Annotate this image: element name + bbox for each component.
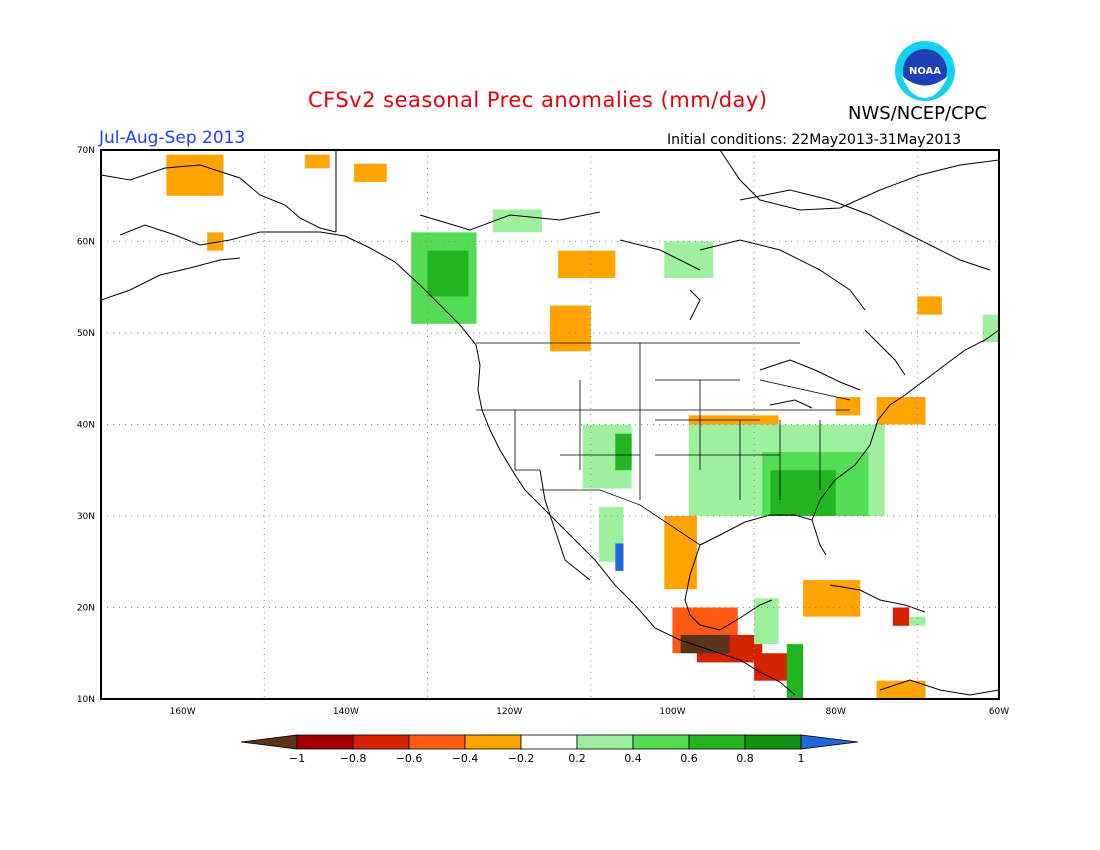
anomaly-region-3 <box>558 250 616 279</box>
colorbar: −1 −0.8 −0.6 −0.4 −0.2 0.2 0.4 0.6 0.8 1 <box>240 734 859 765</box>
anomaly-region-2 <box>354 163 387 183</box>
anomaly-region-17 <box>615 543 624 571</box>
colorbar-label: 0.4 <box>624 752 642 765</box>
anomaly-region-29 <box>876 397 926 425</box>
initial-conditions-label: Initial conditions: 22May2013-31May2013 <box>667 132 962 148</box>
lon-label: 160W <box>170 707 196 717</box>
anomaly-region-9 <box>427 250 469 297</box>
colorbar-swatch <box>296 734 354 750</box>
colorbar-lower-arrow <box>240 734 298 750</box>
anomaly-region-26 <box>892 607 910 626</box>
anomaly-region-7 <box>664 241 714 279</box>
lat-label: 30N <box>77 512 95 522</box>
anomaly-region-24 <box>754 598 779 645</box>
colorbar-upper-arrow <box>800 734 859 750</box>
colorbar-swatch <box>408 734 466 750</box>
logo-text: NOAA <box>909 66 941 77</box>
anomaly-region-32 <box>982 314 999 343</box>
lat-label: 20N <box>77 604 95 614</box>
noaa-logo: NOAA <box>895 41 955 101</box>
lat-label: 10N <box>77 695 95 705</box>
latitude-tick-labels: 70N 60N 50N 40N 30N 20N 10N <box>77 146 95 705</box>
lat-label: 40N <box>77 421 95 431</box>
anomaly-region-28 <box>876 680 926 699</box>
colorbar-label: −0.6 <box>396 752 423 765</box>
colorbar-label: −1 <box>289 752 305 765</box>
colorbar-label: 0.2 <box>568 752 586 765</box>
map-frame <box>100 149 1000 700</box>
agency-label: NWS/NCEP/CPC <box>848 103 988 124</box>
colorbar-label: 0.6 <box>680 752 698 765</box>
lat-label: 60N <box>77 238 95 248</box>
colorbar-label: −0.2 <box>508 752 535 765</box>
lat-label: 50N <box>77 329 95 339</box>
lon-label: 120W <box>496 707 522 717</box>
map-title: CFSv2 seasonal Prec anomalies (mm/day) <box>308 88 768 112</box>
colorbar-swatch <box>688 734 746 750</box>
longitude-tick-labels: 160W 140W 120W 100W 80W 60W <box>170 707 1010 717</box>
lon-label: 80W <box>826 707 846 717</box>
anomaly-region-1 <box>305 154 330 169</box>
colorbar-label: 0.8 <box>736 752 754 765</box>
anomaly-region-27 <box>909 616 926 626</box>
lat-label: 70N <box>77 146 95 156</box>
colorbar-swatch <box>464 734 522 750</box>
anomaly-region-30 <box>835 397 861 416</box>
anomaly-region-23 <box>786 644 804 699</box>
anomaly-region-4 <box>550 305 591 352</box>
anomaly-region-21 <box>680 634 730 654</box>
lon-label: 60W <box>989 707 1009 717</box>
anomaly-region-25 <box>803 580 861 617</box>
colorbar-swatch <box>520 734 578 750</box>
lon-label: 140W <box>333 707 359 717</box>
season-label: Jul-Aug-Sep 2013 <box>99 128 246 148</box>
colorbar-swatch <box>352 734 410 750</box>
colorbar-label: 1 <box>798 752 805 765</box>
colorbar-swatch <box>576 734 634 750</box>
anomaly-region-31 <box>917 296 942 315</box>
anomaly-region-6 <box>492 209 542 233</box>
anomaly-region-18 <box>664 516 697 590</box>
colorbar-swatch <box>632 734 690 750</box>
colorbar-label: −0.4 <box>452 752 479 765</box>
colorbar-swatch <box>744 734 802 750</box>
anomaly-region-11 <box>615 433 632 471</box>
political-borders <box>476 342 851 546</box>
lon-label: 100W <box>659 707 685 717</box>
colorbar-label: −0.8 <box>340 752 367 765</box>
anomaly-region-0 <box>166 154 224 196</box>
